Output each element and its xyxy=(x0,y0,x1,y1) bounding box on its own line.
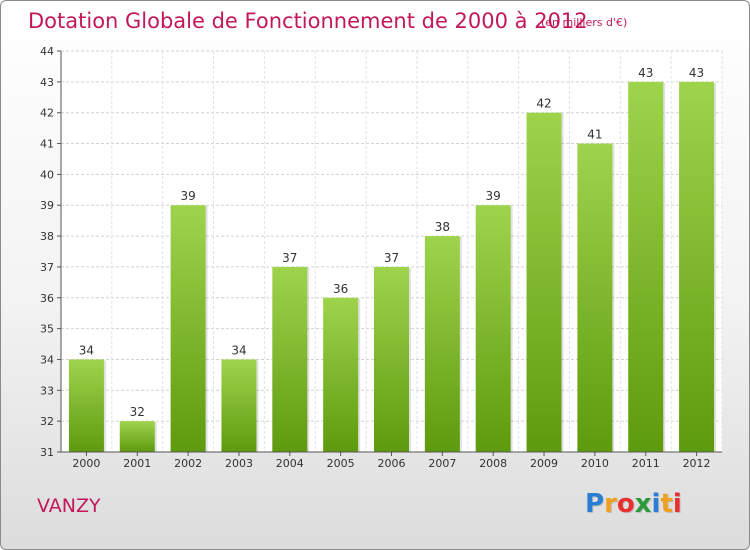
unit-label: (en milliers d'€) xyxy=(541,16,628,29)
bar-value-label: 39 xyxy=(180,189,195,203)
x-tick-label: 2006 xyxy=(378,457,406,470)
y-tick-label: 35 xyxy=(40,323,54,336)
x-tick-label: 2011 xyxy=(632,457,660,470)
bar xyxy=(170,205,206,452)
bar xyxy=(323,297,359,452)
bar-value-label: 36 xyxy=(333,282,348,296)
x-tick-label: 2008 xyxy=(479,457,507,470)
y-tick-label: 42 xyxy=(40,107,54,120)
bar xyxy=(119,421,155,452)
y-tick-label: 43 xyxy=(40,76,54,89)
y-tick-label: 37 xyxy=(40,261,54,274)
y-tick-label: 33 xyxy=(40,384,54,397)
bar-value-label: 41 xyxy=(587,128,602,142)
y-tick-label: 31 xyxy=(40,446,54,459)
bar-value-label: 43 xyxy=(638,66,653,80)
y-tick-label: 41 xyxy=(40,138,54,151)
chart-title: Dotation Globale de Fonctionnement de 20… xyxy=(28,9,588,33)
x-tick-label: 2009 xyxy=(530,457,558,470)
bar xyxy=(272,266,308,452)
place-name: VANZY xyxy=(37,495,101,517)
x-tick-label: 2010 xyxy=(581,457,609,470)
proxiti-logo: Proxiti xyxy=(585,489,682,519)
x-tick-label: 2007 xyxy=(428,457,456,470)
x-tick-label: 2001 xyxy=(123,457,151,470)
bar-value-label: 34 xyxy=(231,343,246,357)
y-tick-label: 38 xyxy=(40,230,54,243)
y-tick-label: 44 xyxy=(40,45,54,58)
bar xyxy=(221,359,257,452)
bar-value-label: 34 xyxy=(79,343,94,357)
bar xyxy=(577,143,613,453)
x-tick-label: 2000 xyxy=(72,457,100,470)
bar xyxy=(526,112,562,452)
y-tick-label: 34 xyxy=(40,353,54,366)
bar xyxy=(679,81,715,452)
bar-value-label: 37 xyxy=(282,251,297,265)
x-tick-label: 2002 xyxy=(174,457,202,470)
y-tick-label: 39 xyxy=(40,199,54,212)
y-tick-label: 32 xyxy=(40,415,54,428)
bar xyxy=(628,81,664,452)
x-tick-label: 2004 xyxy=(276,457,304,470)
bar-value-label: 38 xyxy=(435,220,450,234)
bar-value-label: 43 xyxy=(689,66,704,80)
bar-value-label: 32 xyxy=(130,405,145,419)
bar xyxy=(68,359,104,452)
bar-value-label: 37 xyxy=(384,251,399,265)
y-tick-label: 40 xyxy=(40,168,54,181)
bar-value-label: 39 xyxy=(486,189,501,203)
bar-value-label: 42 xyxy=(536,97,551,111)
y-tick-label: 36 xyxy=(40,292,54,305)
x-tick-label: 2003 xyxy=(225,457,253,470)
x-tick-label: 2012 xyxy=(683,457,711,470)
bar xyxy=(475,205,511,452)
bar xyxy=(424,236,460,452)
x-tick-label: 2005 xyxy=(327,457,355,470)
bar xyxy=(374,266,409,452)
